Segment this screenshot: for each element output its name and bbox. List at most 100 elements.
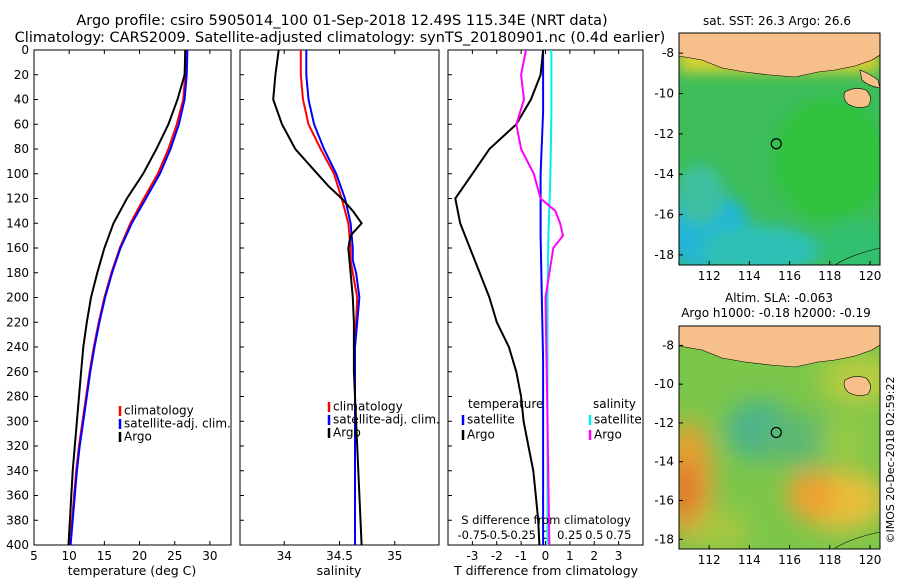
salinity-lines xyxy=(240,49,363,546)
series-line-t-satellite xyxy=(539,50,545,545)
sla-map-y-ticks: -8 -10 -12 -14 -16 -18 xyxy=(654,338,683,546)
x-tick-label: 120 xyxy=(858,269,881,283)
s-difference-label: S difference from climatology xyxy=(461,513,631,527)
y-tick-label: 320 xyxy=(6,439,29,453)
x-tick-label: -1 xyxy=(515,549,527,563)
y-tick-label: 180 xyxy=(6,266,29,280)
x-tick-label: 34.5 xyxy=(326,549,353,563)
y-tick-label: 400 xyxy=(6,538,29,552)
x-tick-label: -3 xyxy=(466,549,478,563)
y-tick-label: -16 xyxy=(654,494,674,508)
temperature-axes-box xyxy=(33,49,232,546)
series-line-s-argo xyxy=(515,49,565,546)
y-tick-label: 100 xyxy=(6,167,29,181)
temperature-x-label: temperature (deg C) xyxy=(68,563,197,578)
y-tick-label: -14 xyxy=(654,455,674,469)
series-line-satellite-adj-clim xyxy=(305,50,361,545)
argo-position-marker xyxy=(770,138,782,150)
legend-t-satellite: satellite xyxy=(467,413,515,427)
y-tick-label: -12 xyxy=(654,127,674,141)
salinity-legend: climatology satellite-adj. clim. Argo xyxy=(327,400,440,440)
y-tick-label: -16 xyxy=(654,208,674,222)
legend-s-argo: Argo xyxy=(594,428,622,442)
t-difference-x-label: T difference from climatology xyxy=(453,563,639,578)
legend-t-argo: Argo xyxy=(467,428,495,442)
sla-map-title-2: Argo h1000: -0.18 h2000: -0.19 xyxy=(681,306,871,320)
s-tick-label: 0.5 xyxy=(585,528,603,542)
x-tick-label: 20 xyxy=(132,549,147,563)
legend-temperature-title: temperature xyxy=(468,397,543,411)
x-tick-label: 25 xyxy=(167,549,182,563)
x-tick-label: 10 xyxy=(62,549,77,563)
series-line-climatology xyxy=(299,50,359,545)
x-tick-label: 3 xyxy=(615,549,623,563)
sst-map-title: sat. SST: 26.3 Argo: 26.6 xyxy=(703,14,851,28)
y-tick-label: 380 xyxy=(6,513,29,527)
y-tick-label: -18 xyxy=(654,248,674,262)
y-tick-label: -10 xyxy=(654,87,674,101)
sst-map-frame xyxy=(678,32,881,266)
y-tick-label: -18 xyxy=(654,532,674,546)
y-tick-label: 20 xyxy=(14,68,29,82)
s-tick-label: -0.5 xyxy=(486,528,508,542)
legend-satellite-adj: satellite-adj. clim. xyxy=(333,413,440,427)
y-tick-label: 200 xyxy=(6,291,29,305)
x-tick-label: 116 xyxy=(778,269,801,283)
y-tick-label: -10 xyxy=(654,377,674,391)
legend-s-satellite: satellite xyxy=(594,413,642,427)
y-tick-label: 300 xyxy=(6,414,29,428)
x-tick-label: 35 xyxy=(387,549,402,563)
sst-map-y-ticks: -8 -10 -12 -14 -16 -18 xyxy=(654,46,683,262)
salinity-panel: 34 34.5 35 salinity climatology satellite-… xyxy=(239,49,440,578)
y-tick-label: 0 xyxy=(21,43,29,57)
x-tick-label: 114 xyxy=(738,553,761,567)
sst-map: sat. SST: 26.3 Argo: 26.6 112 114 116 118 12… xyxy=(654,14,881,283)
watermark: ©IMOS 20-Dec-2018 02:59:22 xyxy=(884,377,897,544)
legend-salinity-title: salinity xyxy=(593,397,636,411)
sla-map: Altim. SLA: -0.063 Argo h1000: -0.18 h20… xyxy=(654,291,881,567)
s-tick-label: -0.75 xyxy=(457,528,487,542)
y-tick-label: 60 xyxy=(14,117,29,131)
sst-field xyxy=(679,33,880,265)
title-line-2: Climatology: CARS2009. Satellite-adjuste… xyxy=(15,30,666,46)
x-tick-label: -2 xyxy=(491,549,503,563)
temperature-x-ticks: 5 10 15 20 25 30 xyxy=(30,50,218,563)
difference-legend: temperature satellite Argo salinity sate… xyxy=(461,397,642,442)
sla-field xyxy=(679,326,880,549)
y-tick-label: 160 xyxy=(6,241,29,255)
legend-argo: Argo xyxy=(333,426,361,440)
sla-map-title-1: Altim. SLA: -0.063 xyxy=(725,291,833,305)
y-tick-label: 360 xyxy=(6,489,29,503)
x-tick-label: 118 xyxy=(818,269,841,283)
difference-lines xyxy=(448,49,565,546)
y-tick-label: 340 xyxy=(6,464,29,478)
x-tick-label: 118 xyxy=(818,553,841,567)
x-tick-label: 114 xyxy=(738,269,761,283)
y-tick-label: 260 xyxy=(6,365,29,379)
temperature-legend: climatology satellite-adj. clim. Argo xyxy=(118,404,231,444)
x-tick-label: 112 xyxy=(698,269,721,283)
series-line-t-argo xyxy=(454,49,545,546)
x-tick-label: 1 xyxy=(566,549,574,563)
x-tick-label: 2 xyxy=(590,549,598,563)
s-tick-label: -0.25 xyxy=(506,528,536,542)
sla-map-frame xyxy=(678,325,881,550)
x-tick-label: 5 xyxy=(30,549,38,563)
legend-argo: Argo xyxy=(124,430,152,444)
x-tick-label: 30 xyxy=(202,549,217,563)
y-tick-label: -14 xyxy=(654,167,674,181)
y-tick-label: -8 xyxy=(662,338,674,352)
y-tick-label: -12 xyxy=(654,416,674,430)
sst-map-x-ticks: 112 114 116 118 120 xyxy=(698,261,881,283)
y-tick-label: 120 xyxy=(6,192,29,206)
legend-climatology: climatology xyxy=(333,400,403,414)
s-tick-label: 0.25 xyxy=(557,528,583,542)
sla-map-x-ticks: 112 114 116 118 120 xyxy=(698,545,881,567)
y-tick-label: 280 xyxy=(6,390,29,404)
series-line-argo xyxy=(67,49,187,546)
x-tick-label: 116 xyxy=(778,553,801,567)
y-tick-label: 80 xyxy=(14,142,29,156)
salinity-axes-box xyxy=(239,49,440,546)
title-line-1: Argo profile: csiro 5905014_100 01-Sep-2… xyxy=(76,13,607,29)
